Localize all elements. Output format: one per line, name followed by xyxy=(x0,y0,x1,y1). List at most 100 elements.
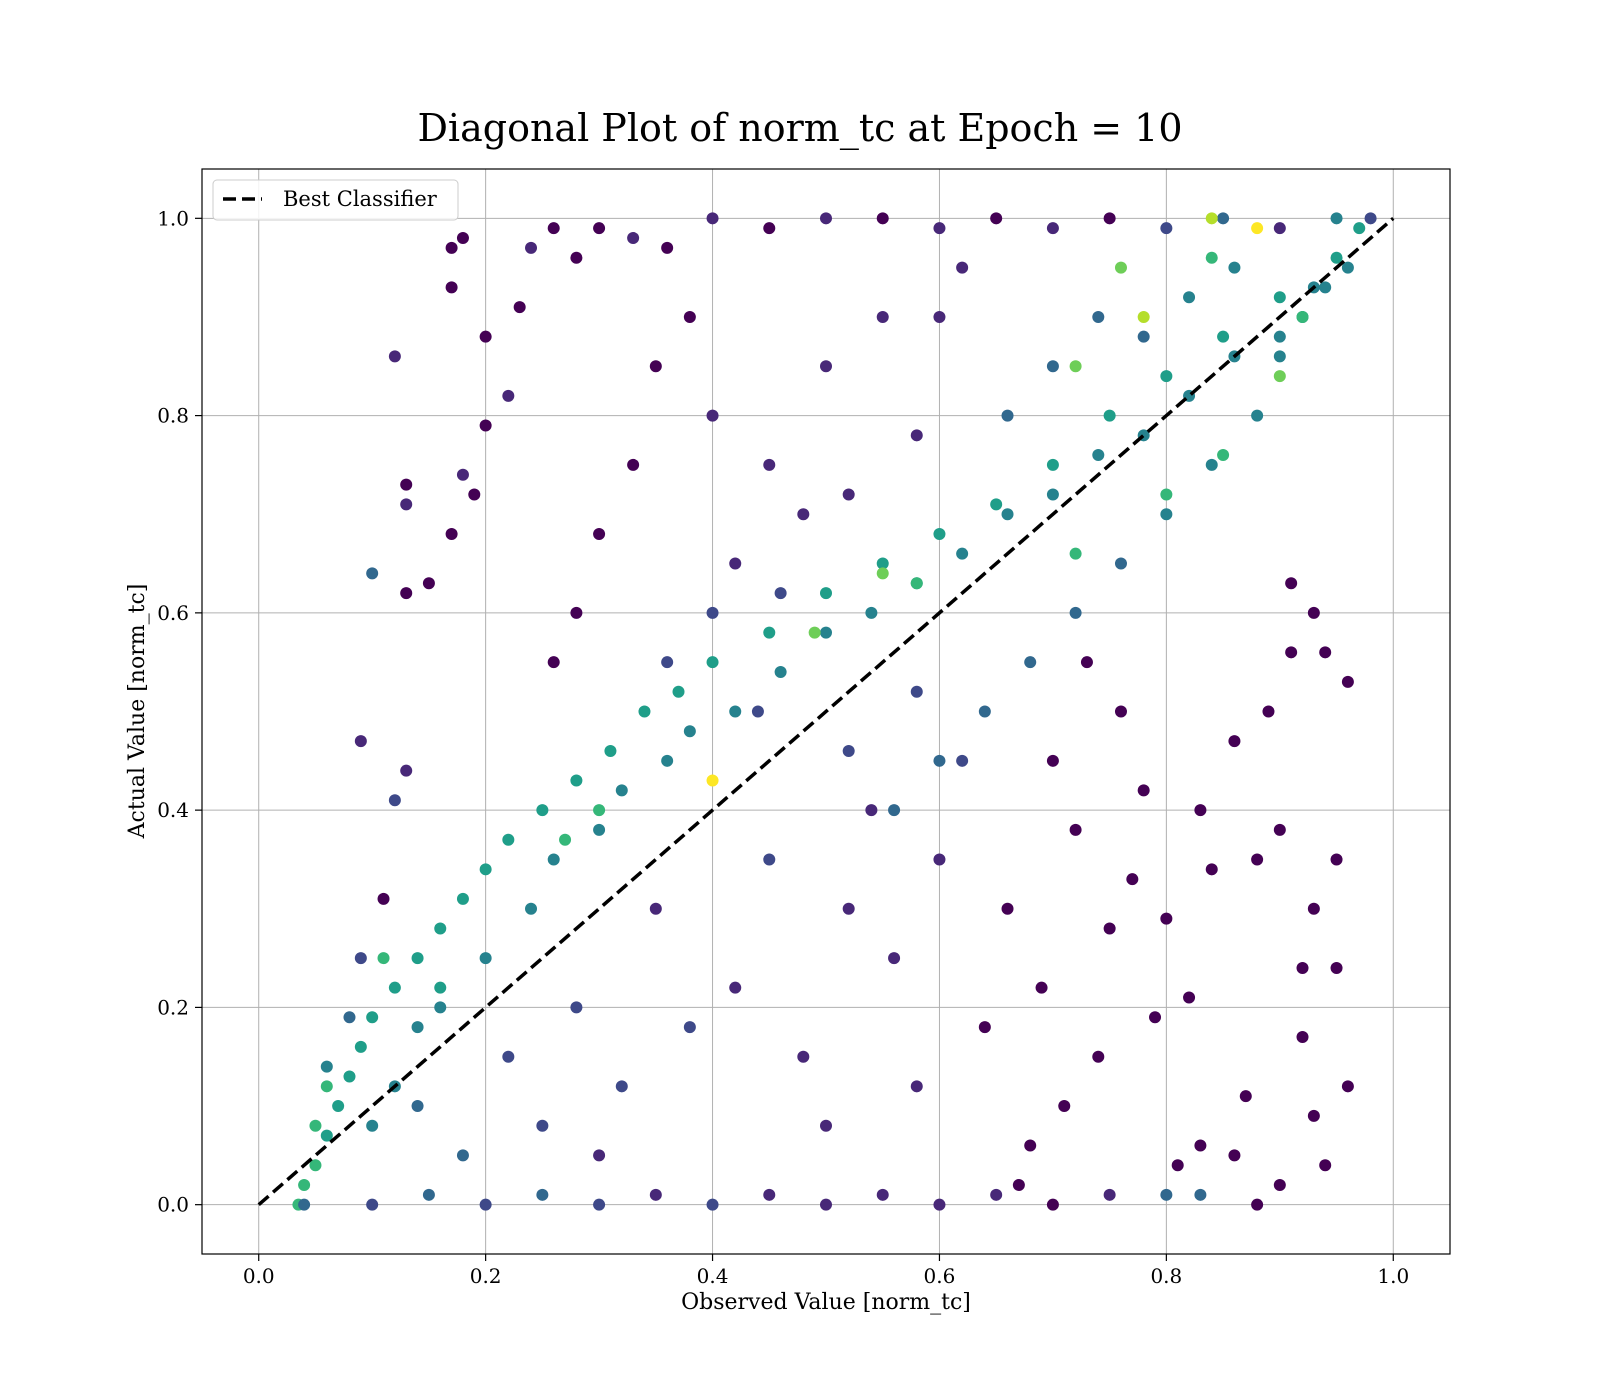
scatter-point xyxy=(729,557,742,570)
scatter-point xyxy=(547,853,560,866)
scatter-point xyxy=(774,666,787,679)
scatter-point xyxy=(1092,1050,1105,1063)
scatter-point xyxy=(411,1021,424,1034)
scatter-point xyxy=(320,1129,333,1142)
scatter-point xyxy=(536,1119,549,1132)
scatter-point xyxy=(445,527,458,540)
scatter-point xyxy=(456,468,469,481)
scatter-point xyxy=(479,419,492,432)
scatter-point xyxy=(956,547,969,560)
scatter-point xyxy=(1046,1198,1059,1211)
scatter-point xyxy=(1114,557,1127,570)
scatter-point xyxy=(865,804,878,817)
scatter-point xyxy=(910,685,923,698)
scatter-point xyxy=(547,222,560,235)
scatter-point xyxy=(683,1021,696,1034)
scatter-point xyxy=(400,478,413,491)
scatter-point xyxy=(400,498,413,511)
scatter-point xyxy=(683,310,696,323)
scatter-point xyxy=(298,1198,311,1211)
scatter-point xyxy=(820,626,832,639)
scatter-point xyxy=(1194,804,1207,817)
scatter-point xyxy=(820,1198,832,1211)
scatter-point xyxy=(1103,212,1116,225)
plot-frame xyxy=(201,168,1451,1255)
scatter-point xyxy=(842,744,855,757)
chart-title: Diagonal Plot of norm_tc at Epoch = 10 xyxy=(417,106,1182,151)
scatter-point xyxy=(1341,675,1354,688)
scatter-point xyxy=(956,754,969,767)
scatter-point xyxy=(1251,1198,1264,1211)
x-tick-label: 0.4 xyxy=(697,1264,729,1288)
scatter-point xyxy=(978,705,991,718)
scatter-point xyxy=(422,1188,435,1201)
scatter-point xyxy=(661,656,674,669)
scatter-point xyxy=(1296,310,1309,323)
scatter-point xyxy=(1307,1109,1320,1122)
scatter-point xyxy=(1251,853,1264,866)
scatter-point xyxy=(1273,330,1286,343)
scatter-point xyxy=(1319,1159,1332,1172)
scatter-point xyxy=(502,389,515,402)
scatter-point xyxy=(570,251,583,264)
scatter-point xyxy=(320,1080,333,1093)
scatter-point xyxy=(593,222,606,235)
scatter-point xyxy=(706,606,719,619)
scatter-point xyxy=(1137,310,1150,323)
scatter-point xyxy=(456,232,469,245)
scatter-point xyxy=(1171,1159,1184,1172)
scatter-point xyxy=(820,360,832,373)
scatter-point xyxy=(1273,1178,1286,1191)
scatter-point xyxy=(332,1100,345,1113)
scatter-point xyxy=(1160,1188,1173,1201)
scatter-point xyxy=(763,626,776,639)
scatter-point xyxy=(1330,853,1343,866)
scatter-point xyxy=(570,1001,583,1014)
scatter-point xyxy=(354,735,367,748)
scatter-point xyxy=(876,1188,889,1201)
scatter-point xyxy=(1114,705,1127,718)
scatter-point xyxy=(366,1011,379,1024)
scatter-point xyxy=(536,1188,549,1201)
scatter-point xyxy=(1024,656,1037,669)
scatter-point xyxy=(1341,1080,1354,1093)
scatter-point xyxy=(1205,458,1218,471)
scatter-point xyxy=(820,587,832,600)
scatter-point xyxy=(1080,656,1093,669)
scatter-point xyxy=(456,1149,469,1162)
scatter-point xyxy=(377,892,390,905)
scatter-point xyxy=(366,1198,379,1211)
scatter-point xyxy=(888,952,901,965)
scatter-point xyxy=(888,804,901,817)
scatter-point xyxy=(990,212,1003,225)
scatter-point xyxy=(570,774,583,787)
scatter-point xyxy=(956,261,969,274)
scatter-point xyxy=(1024,1139,1037,1152)
x-tick-label: 1.0 xyxy=(1377,1264,1409,1288)
scatter-point xyxy=(1058,1100,1071,1113)
x-tick-label: 0.6 xyxy=(924,1264,956,1288)
scatter-point xyxy=(1103,1188,1116,1201)
scatter-point xyxy=(763,1188,776,1201)
scatter-point xyxy=(706,774,719,787)
scatter-point xyxy=(1137,330,1150,343)
scatter-point xyxy=(1307,606,1320,619)
scatter-point xyxy=(706,656,719,669)
scatter-point xyxy=(1137,784,1150,797)
scatter-point xyxy=(774,587,787,600)
scatter-point xyxy=(661,241,674,254)
best-classifier-line xyxy=(257,216,1395,1207)
scatter-point xyxy=(1217,212,1230,225)
y-tick-label: 0.2 xyxy=(157,995,189,1019)
scatter-point xyxy=(388,794,401,807)
scatter-point xyxy=(593,823,606,836)
scatter-point xyxy=(1239,1090,1252,1103)
scatter-point xyxy=(1273,291,1286,304)
scatter-point xyxy=(593,804,606,817)
scatter-point xyxy=(1194,1188,1207,1201)
scatter-point xyxy=(1251,409,1264,422)
scatter-point xyxy=(1103,409,1116,422)
scatter-point xyxy=(366,1119,379,1132)
scatter-point xyxy=(343,1070,356,1083)
